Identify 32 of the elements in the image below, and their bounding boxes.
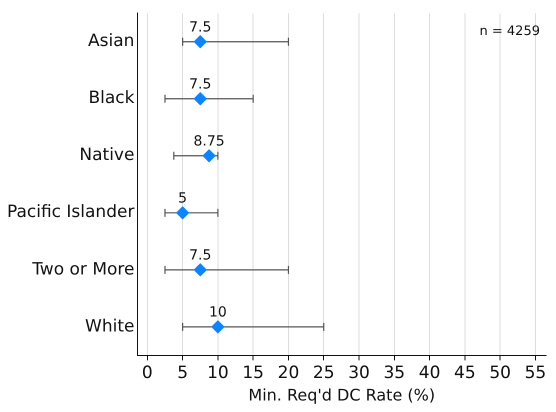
point (194, 92, 207, 106)
data-label: 10 (208, 304, 227, 321)
x-tick-label: 35 (383, 363, 406, 384)
x-tick-label: 10 (207, 363, 229, 384)
y-tick-label: Pacific Islander (6, 202, 134, 222)
y-tick-label: Two or More (31, 259, 134, 280)
x-tick-label: 20 (278, 363, 300, 384)
y-tick-label: Black (88, 88, 135, 108)
x-tick-label: 5 (177, 363, 188, 384)
point (194, 263, 207, 276)
point (211, 320, 224, 334)
x-tick-label: 50 (489, 363, 511, 384)
x-tick-label: 55 (524, 363, 546, 384)
x-tick-label: 45 (454, 363, 476, 384)
x-axis-title: Min. Req'd DC Rate (%) (248, 386, 436, 405)
x-tick-label: 25 (312, 363, 335, 384)
x-tick-label: 30 (348, 363, 370, 384)
y-tick-label: Asian (88, 31, 134, 52)
data-label: 8.75 (193, 133, 225, 150)
x-tick-label: 40 (418, 363, 440, 384)
point (176, 206, 190, 220)
data-label: 7.5 (189, 19, 212, 36)
x-tick-label: 0 (142, 363, 153, 384)
x-tick-label: 15 (242, 363, 264, 384)
y-tick-label: White (85, 316, 134, 336)
data-label: 7.5 (189, 76, 212, 92)
y-tick-label: Native (79, 145, 134, 166)
data-label: 7.5 (189, 247, 212, 264)
point (194, 35, 207, 48)
annotation: n = 4259 (480, 24, 540, 40)
data-label: 5 (178, 190, 188, 206)
point (202, 149, 216, 162)
